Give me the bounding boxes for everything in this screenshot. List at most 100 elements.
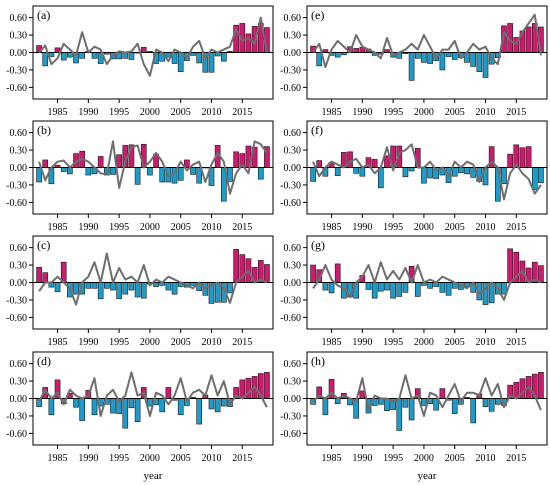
y-tick-label: -0.30 [6,65,27,76]
bar-negative [402,167,409,178]
line-series [38,371,268,417]
x-tick-label: 1995 [109,453,129,464]
y-tick-label: 0.30 [284,146,302,157]
y-tick-label: 0.00 [284,48,302,59]
bar-negative [464,167,470,175]
x-tick-label: 1995 [109,222,129,233]
x-tick-label: 2010 [202,107,222,118]
panel-h: -0.60 -0.30 0.00 0.30 0.60 1985 1990 1995 2000 20… [280,351,548,464]
y-tick-label: 0.00 [10,163,28,174]
x-tick-label: 1990 [352,107,372,118]
y-tick-label: -0.60 [280,198,301,209]
bar-negative [470,398,477,424]
bar-negative [353,167,360,174]
bar-negative [97,282,104,300]
bar-negative [334,52,341,58]
bar-negative [494,398,501,405]
x-tick-label: 2000 [414,107,434,118]
bar-negative [122,282,129,295]
bar-negative [451,398,458,414]
y-tick-label: 0.60 [10,128,28,139]
bar-negative [334,167,341,176]
line-series [38,252,268,306]
y-tick-label: 0.00 [284,278,302,289]
x-tick-label: 1990 [78,337,98,348]
x-tick-label: 1985 [322,107,342,118]
bar-negative [408,52,415,81]
bar-negative [165,282,172,291]
panel-grid: -0.60 -0.30 0.00 0.30 0.60 1985 1990 1995 2000 20… [6,5,548,464]
x-tick-label: 2005 [171,107,191,118]
y-tick-label: 0.30 [10,146,28,157]
bar-negative [110,282,116,291]
x-tick-label: 1995 [383,222,403,233]
x-tick-label: 1990 [78,107,98,118]
bar-negative [377,282,384,292]
bar-negative [110,398,116,414]
bar-negative [190,167,196,175]
x-tick-label: 1985 [48,337,68,348]
y-tick-label: -0.60 [6,429,27,440]
bar-series [310,248,544,305]
bar-negative [177,398,184,416]
panel-label: (e) [311,8,324,22]
y-tick-label: 0.00 [10,278,28,289]
x-tick-label: 1990 [78,453,98,464]
y-tick-label: 0.00 [284,163,302,174]
bar-negative [48,398,55,416]
y-tick-label: -0.30 [6,295,27,306]
x-tick-label: 2015 [232,453,252,464]
x-tick-label: 2000 [414,453,434,464]
bar-positive [264,372,270,399]
bar-negative [427,52,433,64]
bar-positive [371,159,378,168]
bar-positive [60,261,67,283]
y-tick-label: -0.60 [280,313,301,324]
bar-positive [233,249,239,283]
y-tick-label: -0.30 [280,65,301,76]
bar-negative [365,282,372,290]
y-tick-label: 0.00 [10,394,28,405]
bar-negative [445,282,452,296]
y-tick-label: 0.30 [10,31,28,42]
x-tick-label: 2010 [202,453,222,464]
bar-negative [470,52,477,67]
bar-negative [110,167,116,175]
y-tick-label: 0.60 [10,359,28,370]
bar-positive [165,387,172,399]
bar-negative [134,167,141,185]
bar-negative [159,398,166,413]
bar-negative [103,282,110,289]
bar-negative [402,398,409,408]
bar-series [310,23,544,81]
bar-positive [310,264,316,283]
bar-negative [128,52,135,60]
panel-label: (c) [37,238,50,252]
x-tick-label: 2010 [476,453,496,464]
line-series [312,374,542,417]
x-tick-label: 2000 [140,107,160,118]
bar-positive [245,33,252,53]
bar-negative [128,282,135,291]
bar-negative [408,167,415,172]
x-tick-label: 1990 [352,453,372,464]
x-tick-label: 1985 [322,222,342,233]
line-series [38,16,268,77]
x-tick-label: 2005 [171,337,191,348]
x-tick-label: 2015 [506,337,526,348]
x-tick-label: 2015 [232,222,252,233]
bar-negative [371,282,378,299]
bar-negative [488,398,495,412]
panel-f: -0.60 -0.30 0.00 0.30 0.60 1985 1990 1995 2000 20… [280,120,548,233]
x-tick-label: 2005 [171,222,191,233]
bar-negative [390,282,396,299]
bar-series [36,143,270,202]
bar-positive [538,265,544,283]
bar-negative [220,52,227,62]
y-tick-label: 0.60 [10,243,28,254]
bar-negative [147,398,153,407]
panel-label: (f) [311,123,323,137]
bar-negative [73,282,79,295]
x-tick-label: 2000 [414,337,434,348]
bar-negative [159,167,166,183]
